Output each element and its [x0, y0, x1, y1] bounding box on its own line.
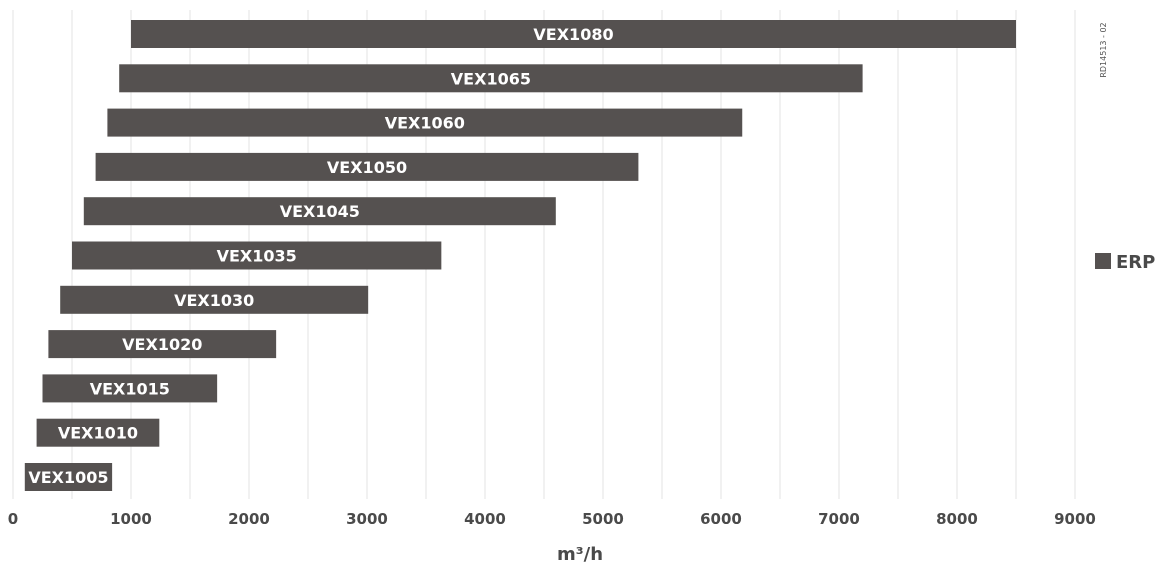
x-tick-label: 5000 — [582, 510, 624, 528]
x-tick-label: 6000 — [700, 510, 742, 528]
bar-vex1060 — [107, 108, 743, 137]
bar-label: VEX1050 — [327, 158, 407, 177]
bar-label: VEX1010 — [58, 424, 138, 443]
x-axis-ticks: 0 1000 2000 3000 4000 5000 6000 7000 8000 9000 — [8, 510, 1096, 528]
bar-label: VEX1005 — [28, 468, 108, 487]
x-tick-label: 7000 — [818, 510, 860, 528]
reference-code: RD14513 - 02 — [1099, 22, 1108, 77]
bar-vex1005 — [24, 463, 113, 491]
bar-vex1015 — [42, 374, 218, 403]
x-tick-label: 2000 — [228, 510, 270, 528]
bar-label: VEX1020 — [122, 335, 202, 354]
x-tick-label: 9000 — [1054, 510, 1096, 528]
bar-vex1050 — [95, 152, 639, 181]
bar-vex1045 — [83, 197, 556, 226]
bars-group: VEX1080 VEX1065 VEX1060 VEX1050 VEX1045 VEX10… — [24, 20, 1016, 491]
bar-vex1030 — [60, 285, 369, 314]
x-tick-label: 0 — [8, 510, 18, 528]
bar-label: VEX1030 — [174, 291, 254, 310]
x-tick-label: 4000 — [464, 510, 506, 528]
bar-label: VEX1065 — [451, 69, 531, 88]
x-tick-label: 8000 — [936, 510, 978, 528]
bar-label: VEX1035 — [217, 247, 297, 266]
legend-label: ERP — [1116, 252, 1155, 273]
bar-vex1010 — [36, 418, 160, 447]
bar-vex1080 — [131, 20, 1016, 48]
legend-swatch — [1095, 253, 1111, 269]
bar-label: VEX1045 — [280, 202, 360, 221]
bar-label: VEX1060 — [385, 114, 465, 133]
bar-vex1035 — [72, 241, 442, 270]
x-tick-label: 1000 — [110, 510, 152, 528]
bar-vex1020 — [48, 330, 277, 359]
x-tick-label: 3000 — [346, 510, 388, 528]
bar-label: VEX1015 — [90, 379, 170, 398]
bar-label: VEX1080 — [533, 25, 613, 44]
bar-vex1065 — [119, 64, 863, 93]
x-axis-title: m³/h — [557, 544, 603, 564]
legend: ERP — [1095, 252, 1155, 273]
